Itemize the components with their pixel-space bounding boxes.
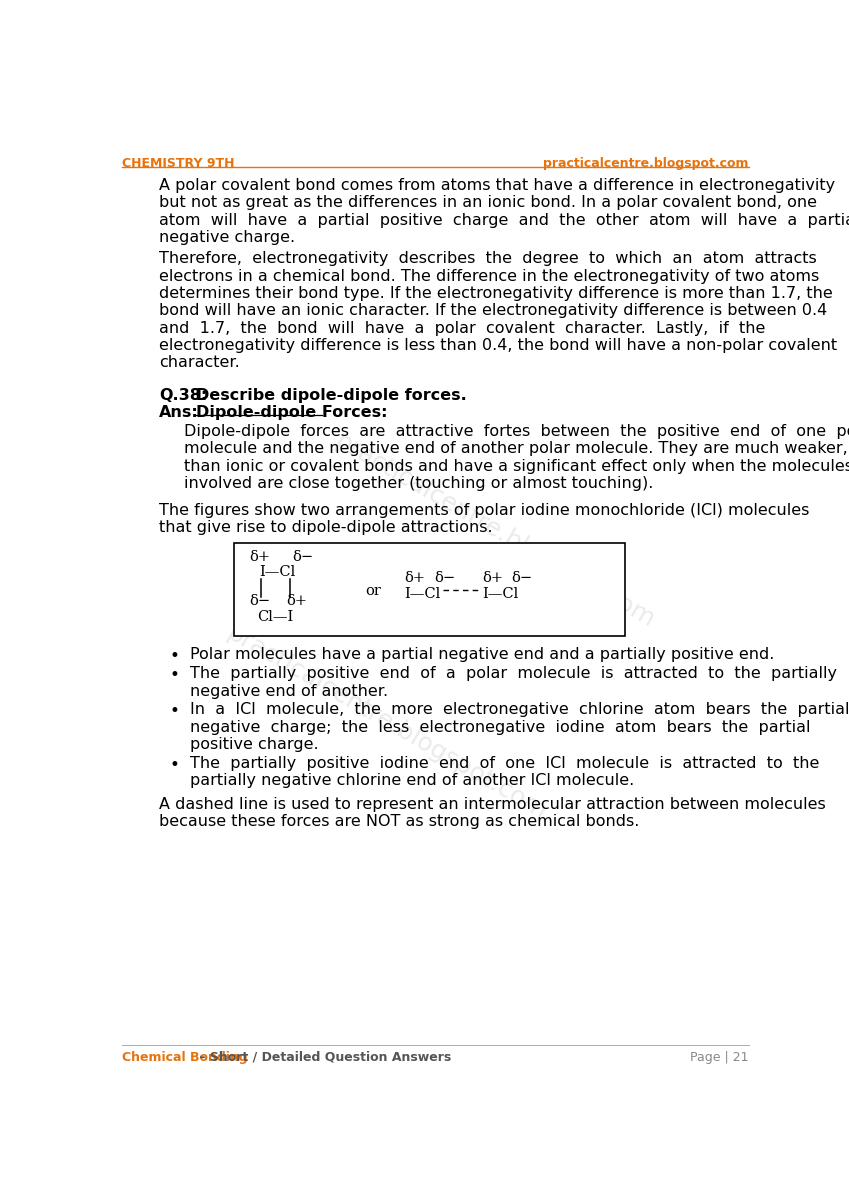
Text: The  partially  positive  iodine  end  of  one  ICl  molecule  is  attracted  to: The partially positive iodine end of one… bbox=[190, 756, 819, 770]
Text: Dipole-dipole Forces:: Dipole-dipole Forces: bbox=[196, 405, 387, 421]
Text: – Short / Detailed Question Answers: – Short / Detailed Question Answers bbox=[195, 1051, 452, 1064]
Text: I—Cl: I—Cl bbox=[404, 587, 441, 601]
Text: •: • bbox=[170, 756, 179, 774]
Text: δ−: δ− bbox=[250, 594, 271, 608]
Text: δ+: δ+ bbox=[250, 549, 271, 564]
Text: bond will have an ionic character. If the electronegativity difference is betwee: bond will have an ionic character. If th… bbox=[159, 303, 827, 319]
Text: In  a  ICl  molecule,  the  more  electronegative  chlorine  atom  bears  the  p: In a ICl molecule, the more electronegat… bbox=[190, 702, 849, 718]
Text: character.: character. bbox=[159, 356, 239, 370]
Text: I—Cl: I—Cl bbox=[482, 587, 518, 601]
Text: Page | 21: Page | 21 bbox=[690, 1051, 749, 1064]
Text: The  partially  positive  end  of  a  polar  molecule  is  attracted  to  the  p: The partially positive end of a polar mo… bbox=[190, 666, 837, 682]
Text: δ−: δ− bbox=[292, 549, 313, 564]
Text: practicalcentre.blogspot.com: practicalcentre.blogspot.com bbox=[222, 621, 551, 825]
Text: δ−: δ− bbox=[511, 571, 532, 585]
Text: electronegativity difference is less than 0.4, the bond will have a non-polar co: electronegativity difference is less tha… bbox=[159, 338, 837, 353]
Text: practicalcentre.blogspot.com: practicalcentre.blogspot.com bbox=[331, 429, 660, 632]
Text: negative charge.: negative charge. bbox=[159, 230, 295, 245]
Text: Describe dipole-dipole forces.: Describe dipole-dipole forces. bbox=[196, 388, 467, 403]
Text: A polar covalent bond comes from atoms that have a difference in electronegativi: A polar covalent bond comes from atoms t… bbox=[159, 178, 835, 194]
Text: δ+: δ+ bbox=[482, 571, 503, 585]
Text: determines their bond type. If the electronegativity difference is more than 1.7: determines their bond type. If the elect… bbox=[159, 286, 833, 300]
Text: positive charge.: positive charge. bbox=[190, 737, 318, 752]
Text: δ+: δ+ bbox=[287, 594, 307, 608]
Text: but not as great as the differences in an ionic bond. In a polar covalent bond, : but not as great as the differences in a… bbox=[159, 196, 817, 210]
Text: δ−: δ− bbox=[434, 571, 455, 585]
FancyBboxPatch shape bbox=[234, 543, 626, 636]
Text: negative end of another.: negative end of another. bbox=[190, 684, 388, 698]
Text: and  1.7,  the  bond  will  have  a  polar  covalent  character.  Lastly,  if  t: and 1.7, the bond will have a polar cova… bbox=[159, 321, 765, 335]
Text: partially negative chlorine end of another ICl molecule.: partially negative chlorine end of anoth… bbox=[190, 773, 634, 789]
Text: Dipole-dipole  forces  are  attractive  fortes  between  the  positive  end  of : Dipole-dipole forces are attractive fort… bbox=[183, 424, 849, 439]
Text: Q.38:: Q.38: bbox=[159, 388, 207, 403]
Text: •: • bbox=[170, 648, 179, 666]
Text: •: • bbox=[170, 702, 179, 720]
Text: δ+: δ+ bbox=[404, 571, 425, 585]
Text: or: or bbox=[366, 584, 381, 599]
Text: The figures show two arrangements of polar iodine monochloride (ICl) molecules: The figures show two arrangements of pol… bbox=[159, 502, 809, 518]
Text: Ans:: Ans: bbox=[159, 405, 199, 421]
Text: because these forces are NOT as strong as chemical bonds.: because these forces are NOT as strong a… bbox=[159, 814, 639, 829]
Text: I—Cl: I—Cl bbox=[259, 565, 295, 579]
Text: molecule and the negative end of another polar molecule. They are much weaker,: molecule and the negative end of another… bbox=[183, 441, 847, 457]
Text: •: • bbox=[170, 666, 179, 684]
Text: practicalcentre.blogspot.com: practicalcentre.blogspot.com bbox=[543, 157, 749, 171]
Text: electrons in a chemical bond. The difference in the electronegativity of two ato: electrons in a chemical bond. The differ… bbox=[159, 268, 819, 284]
Text: Therefore,  electronegativity  describes  the  degree  to  which  an  atom  attr: Therefore, electronegativity describes t… bbox=[159, 251, 817, 267]
Text: A dashed line is used to represent an intermolecular attraction between molecule: A dashed line is used to represent an in… bbox=[159, 797, 825, 811]
Text: negative  charge;  the  less  electronegative  iodine  atom  bears  the  partial: negative charge; the less electronegativ… bbox=[190, 720, 810, 734]
Text: than ionic or covalent bonds and have a significant effect only when the molecul: than ionic or covalent bonds and have a … bbox=[183, 459, 849, 474]
Text: Chemical Bonding: Chemical Bonding bbox=[121, 1051, 247, 1064]
Text: CHEMISTRY 9TH: CHEMISTRY 9TH bbox=[121, 157, 234, 171]
Text: that give rise to dipole-dipole attractions.: that give rise to dipole-dipole attracti… bbox=[159, 520, 492, 535]
Text: Polar molecules have a partial negative end and a partially positive end.: Polar molecules have a partial negative … bbox=[190, 648, 774, 662]
Text: Cl—I: Cl—I bbox=[257, 609, 294, 624]
Text: atom  will  have  a  partial  positive  charge  and  the  other  atom  will  hav: atom will have a partial positive charge… bbox=[159, 213, 849, 227]
Text: involved are close together (touching or almost touching).: involved are close together (touching or… bbox=[183, 476, 653, 492]
